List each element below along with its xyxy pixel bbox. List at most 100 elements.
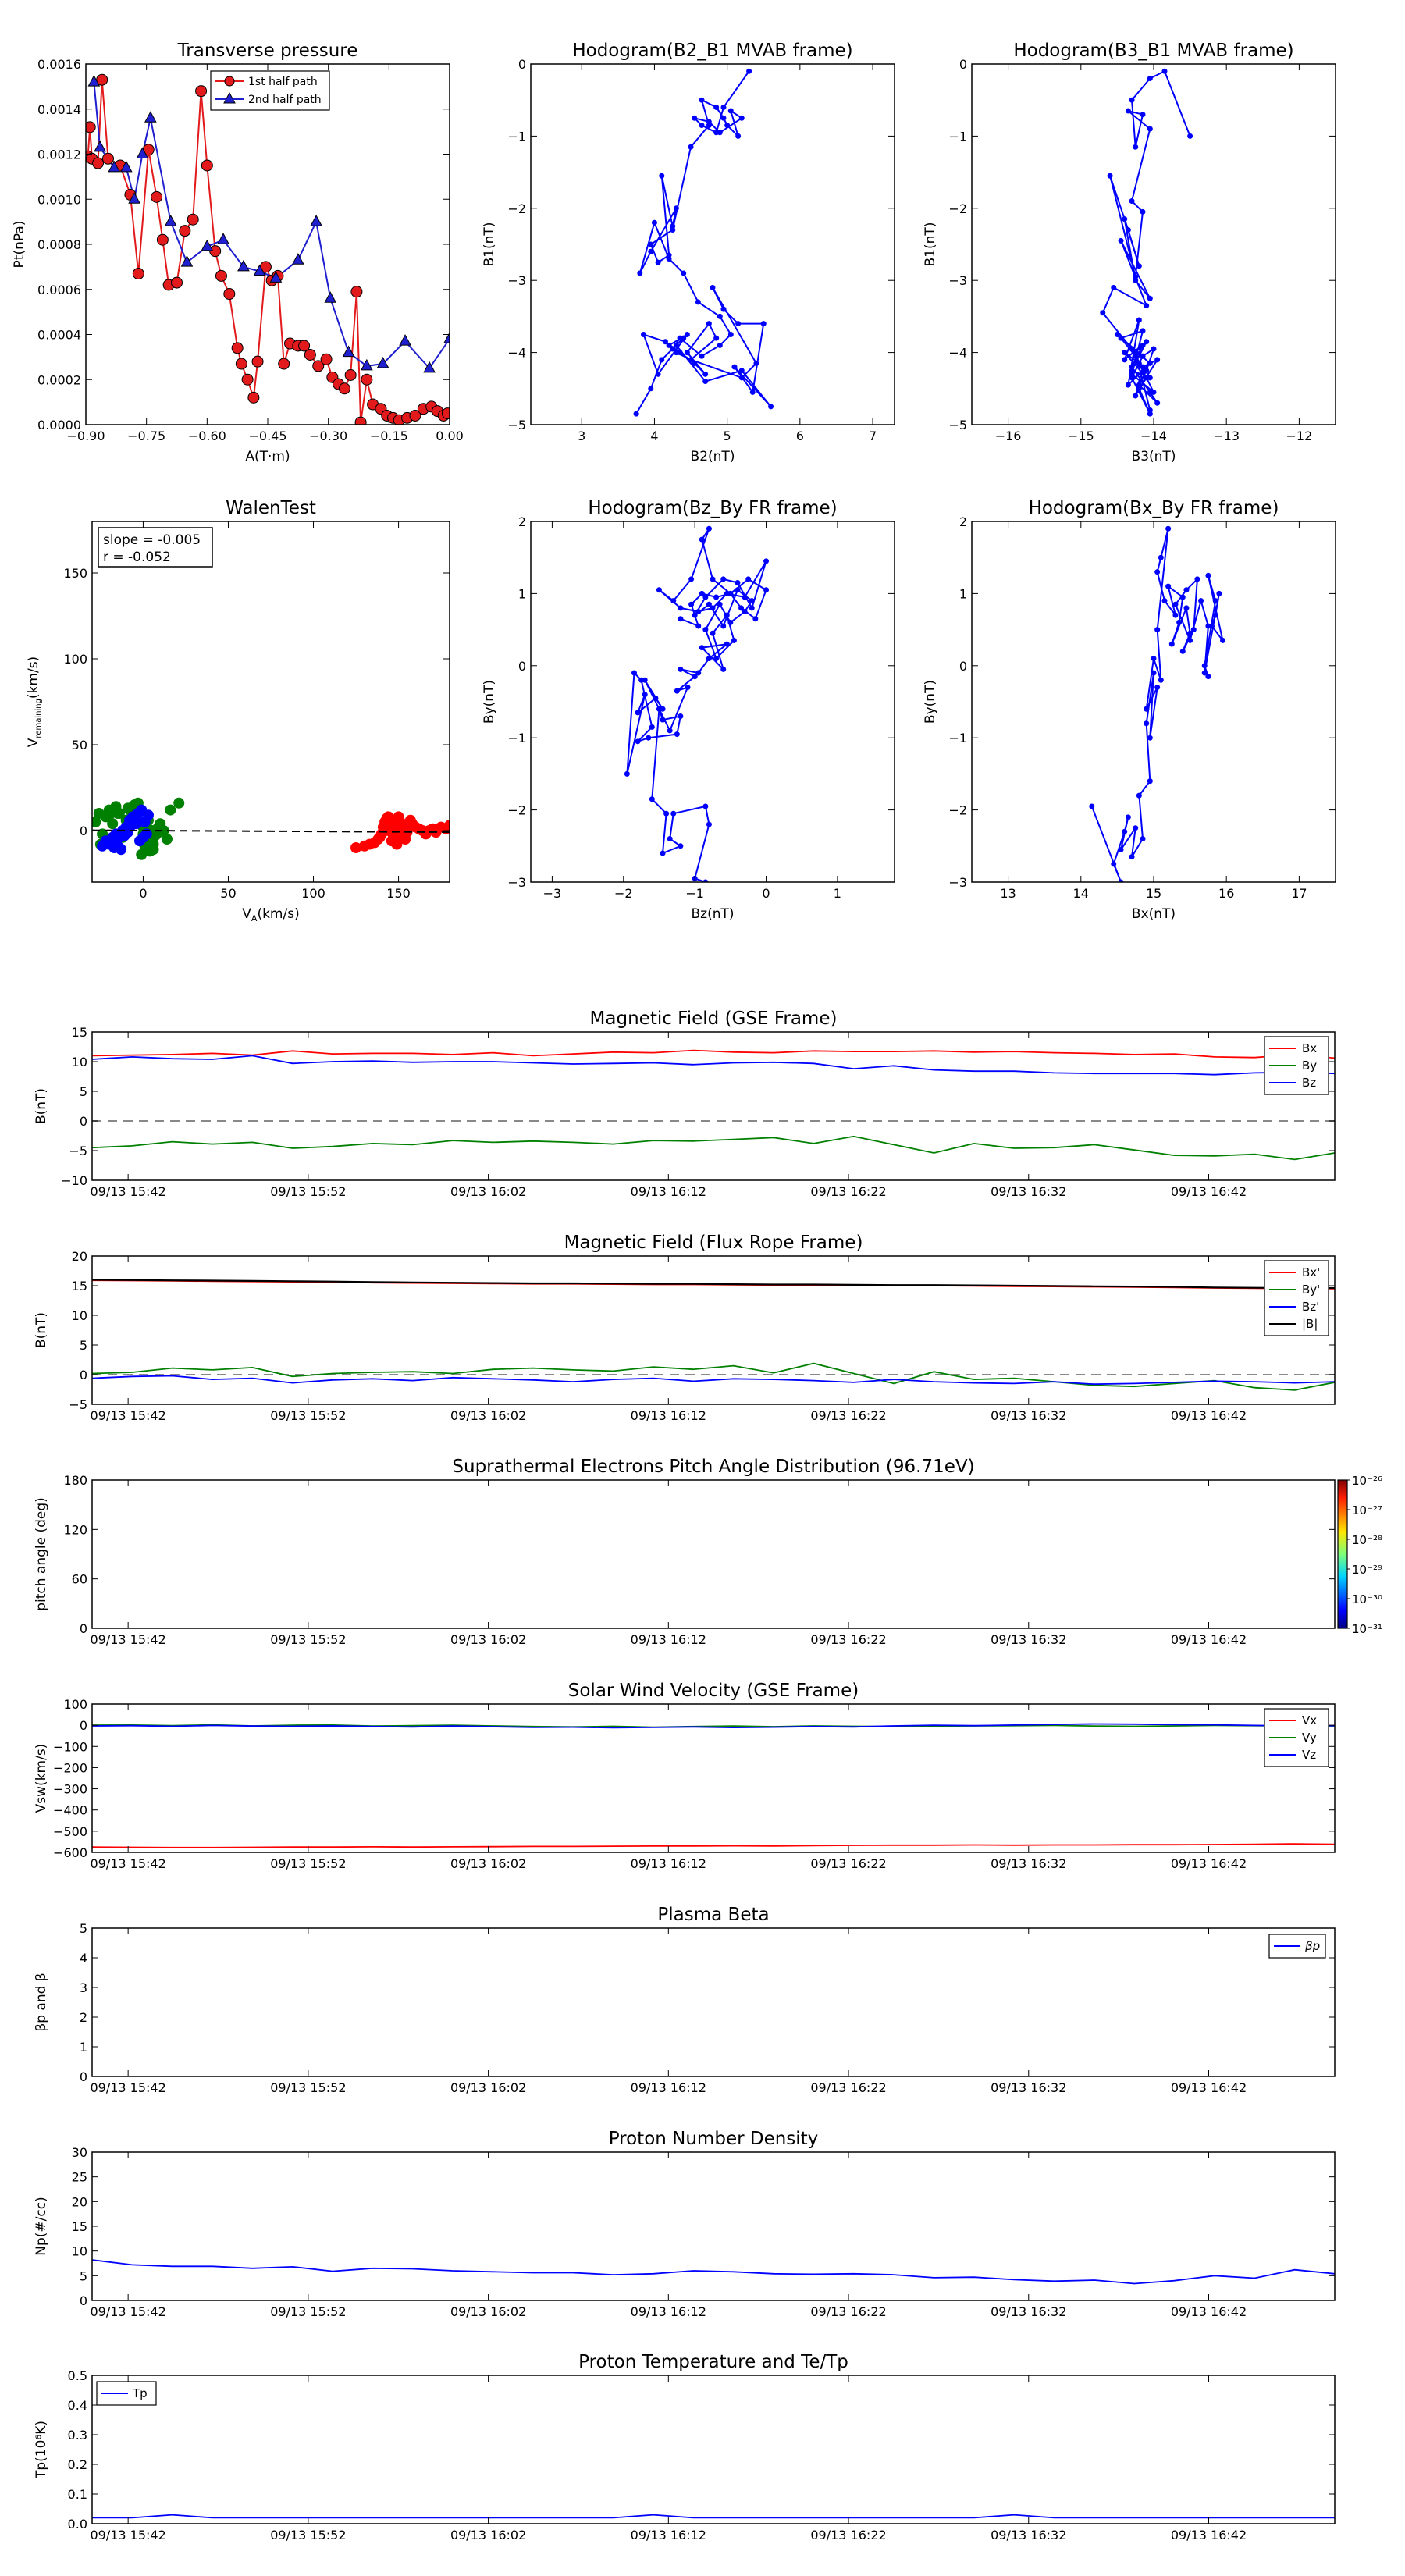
hodogram-point [1111,284,1117,290]
np-ytick-label: 25 [72,2170,87,2185]
bgse-xtick-label: 09/13 15:42 [90,1184,165,1199]
np-xtick-label: 09/13 16:32 [991,2304,1066,2319]
plot-area [92,1049,1335,1161]
bfr-ytick-label: 5 [80,1338,87,1353]
beta-legend: βp [1268,1934,1326,1959]
hodogram-point [1176,619,1183,625]
point-2nd-half [291,253,304,265]
tp-xtick-label: −0.75 [127,429,165,443]
point-1st-half [96,73,108,86]
hodogram-point [727,590,734,596]
hodogram-point [692,360,698,366]
walen-xtick-label: 100 [301,886,325,901]
series-line-Vz [92,1723,1335,1729]
panel-pad: Suprathermal Electrons Pitch Angle Distr… [34,1457,1382,1647]
tp-ytick-label: 0.3 [68,2428,87,2443]
pad-xtick-label: 09/13 15:42 [90,1632,165,1647]
tp-ytick-label: 0.1 [68,2487,87,2502]
hodogram-point [674,731,680,738]
point-2nd-half [423,361,436,373]
h2-ytick-label: 0 [959,57,967,72]
bgse-xtick-label: 09/13 15:52 [270,1184,346,1199]
hodogram-point [1129,346,1135,352]
hodogram-point [727,619,734,625]
hodogram-point [1205,674,1211,680]
point-1st-half [298,340,311,352]
hodogram-point [1114,332,1120,337]
walen-xlabel-sub: A [251,913,258,923]
panel-beta: Plasma Beta 09/13 15:42 09/13 15:52 09/13 1… [34,1905,1336,2095]
colorbar-tick-label: 10⁻²⁹ [1352,1563,1382,1577]
hodogram-point [648,248,654,254]
hodogram-point [1107,173,1113,179]
hodogram-point [713,130,720,136]
series-line-2nd-half [93,82,450,370]
np-ytick-label: 30 [72,2145,87,2160]
hodogram-point [735,133,742,139]
hodogram-point [1118,879,1124,882]
walen-xlabel: VA(km/s) [242,906,299,923]
pad-frame [91,1479,1336,1629]
hodogram-point [702,371,709,377]
chart-walen-test: WalenTest 0 50 100 150 0 50 100 150 VA(km/s) Vrema… [26,498,450,923]
hodogram-point [1118,846,1124,852]
pad-ytick-label: 0 [80,1621,87,1636]
hodogram-point [731,364,738,370]
walen-ytick-label: 0 [80,824,87,838]
hodogram-point [1111,861,1117,867]
hodogram-point [1129,375,1135,381]
series-line-Bz [92,1055,1335,1076]
plot-area [92,1279,1335,1391]
point-2nd-half [87,75,101,87]
hodogram-point [1220,637,1226,643]
legend-label-tp: Tp [132,2386,148,2400]
vsw-ytick-label: −100 [53,1739,87,1754]
hodogram-point [763,558,770,564]
hodogram-point [1183,605,1190,611]
legend-label-beta: βp [1304,1939,1320,1953]
hodogram-point [1136,360,1142,366]
hodogram-point [1125,814,1131,820]
hodogram-point [659,173,665,179]
beta-ytick-label: 0 [80,2069,87,2084]
h1-xtick-label: 4 [650,429,658,443]
point-2nd-half [180,255,194,267]
np-xtick-label: 09/13 16:02 [450,2304,526,2319]
hodogram-point [695,670,702,676]
hodogram-point [1144,303,1150,309]
walen-point-green [148,844,159,856]
walen-ylabel-unit: (km/s) [26,656,41,699]
point-2nd-half [237,259,250,272]
colorbar-tick-label: 10⁻²⁶ [1352,1474,1382,1488]
np-xtick-label: 09/13 16:22 [810,2304,886,2319]
walen-point-blue [97,840,108,852]
bgse-ytick-label: −5 [69,1144,87,1158]
hodogram-point [678,616,684,622]
h2-frame [971,63,1336,425]
vsw-xtick-label: 09/13 16:22 [810,1856,886,1871]
bfr-xtick-label: 09/13 16:42 [1171,1408,1247,1423]
hodogram-point [1144,375,1150,381]
hodogram-point [1136,317,1142,323]
hodogram-point [1154,569,1161,575]
hodogram-point [1100,310,1106,316]
hodogram-point [633,411,639,417]
hodogram-point [710,576,716,582]
tp-ytick-label: 0.4 [68,2398,87,2413]
tp-xtick-label: 09/13 16:02 [450,2528,526,2542]
walen-point-green [112,808,123,819]
h2-ytick-label: −1 [948,129,967,144]
walen-annotation-box [98,527,213,568]
hodogram-point [1216,590,1222,596]
tp-xtick-label: −0.60 [188,429,226,443]
hodogram-point [1144,339,1150,345]
hodogram-point [749,605,755,611]
hodogram-point [1212,598,1218,604]
point-2nd-half [217,233,229,244]
h3-ylabel: By(nT) [482,680,497,724]
h1-ytick-label: −5 [507,418,526,432]
h1-frame [530,63,895,425]
hodogram-point [1187,637,1193,643]
hodogram-point [1154,400,1161,406]
